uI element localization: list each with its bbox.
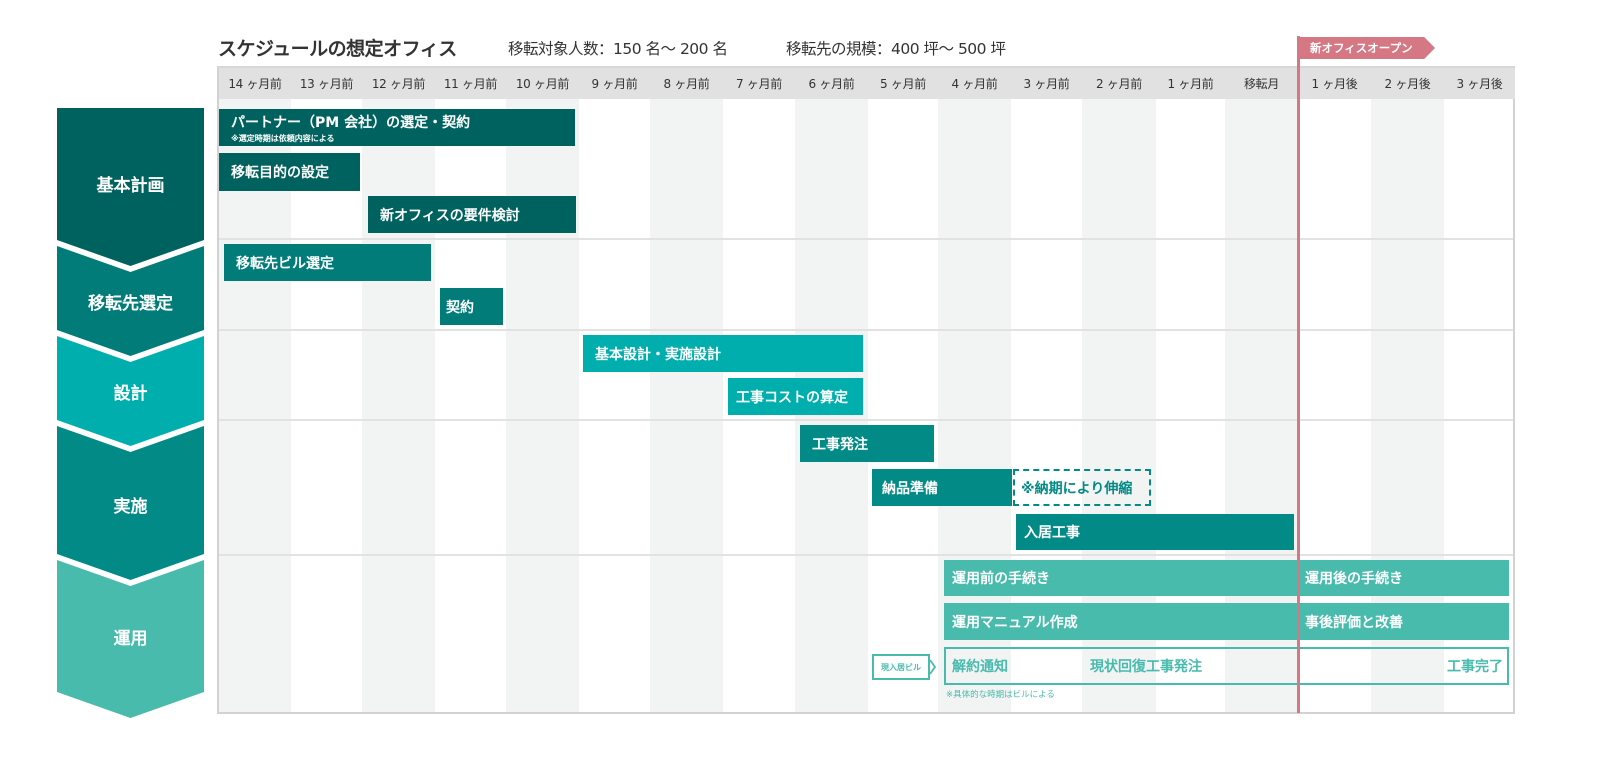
task-delivery-prep[interactable]: 納品準備 [872, 469, 1012, 506]
col-header: 3 ヶ月前 [1011, 68, 1084, 99]
timing-note: ※具体的な時期はビルによる [946, 690, 1055, 700]
task-requirements[interactable]: 新オフィスの要件検討 [368, 196, 576, 233]
task-design[interactable]: 基本設計・実施設計 [583, 335, 863, 372]
col-header: 13 ヶ月前 [291, 68, 364, 99]
task-building-selection[interactable]: 移転先ビル選定 [224, 244, 431, 281]
col-header: 移転月 [1225, 68, 1300, 99]
task-operation-manual[interactable]: 運用マニュアル作成 [944, 603, 1298, 640]
task-label: 運用後の手続き [1305, 571, 1403, 587]
col-header: 4 ヶ月前 [938, 68, 1013, 99]
task-label: 運用前の手続き [952, 571, 1050, 587]
task-construction-order[interactable]: 工事発注 [800, 425, 934, 462]
phase-operation: 運用 [113, 628, 148, 649]
task-label: 入居工事 [1024, 525, 1080, 541]
scale-text: 移転先の規模：400 坪～ 500 坪 [786, 40, 1006, 58]
phase-basic-plan: 基本計画 [96, 175, 165, 196]
task-label: 工事発注 [812, 436, 868, 453]
headcount-text: 移転対象人数：150 名～ 200 名 [508, 40, 728, 58]
col-header: 11 ヶ月前 [435, 68, 508, 99]
col-header: 9 ヶ月前 [579, 68, 652, 99]
task-label: 運用マニュアル作成 [952, 614, 1078, 631]
row-divider [219, 554, 1513, 556]
task-review-improvement[interactable]: 事後評価と改善 [1299, 603, 1509, 640]
task-label: パートナー（PM 会社）の選定・契約 [231, 114, 471, 131]
phase-execution: 実施 [113, 496, 148, 517]
task-fitout[interactable]: 入居工事 [1016, 514, 1294, 550]
row-divider [219, 329, 1513, 331]
col-header: 5 ヶ月前 [868, 68, 940, 99]
col-header: 1 ヶ月後 [1298, 68, 1373, 99]
task-label: 契約 [446, 299, 474, 316]
col-header: 2 ヶ月前 [1082, 68, 1158, 99]
col-header: 6 ヶ月前 [795, 68, 870, 99]
col-header: 2 ヶ月後 [1371, 68, 1446, 99]
task-partner-selection[interactable]: パートナー（PM 会社）の選定・契約 ※選定時期は依頼内容による [219, 109, 575, 146]
col-header: 10 ヶ月前 [506, 68, 581, 99]
task-purpose-setting[interactable]: 移転目的の設定 [219, 153, 360, 191]
page-title: スケジュールの想定オフィス [218, 38, 457, 60]
task-label: 移転目的の設定 [231, 165, 329, 181]
phase-design: 設計 [113, 383, 148, 404]
task-label: 基本設計・実施設計 [595, 346, 721, 363]
task-delivery-extension: ※納期により伸縮 [1013, 469, 1151, 506]
col-header: 14 ヶ月前 [219, 68, 293, 99]
task-cost-estimation[interactable]: 工事コストの算定 [728, 378, 863, 415]
task-contract[interactable]: 契約 [440, 288, 503, 325]
col-header: 12 ヶ月前 [362, 68, 437, 99]
move-in-milestone-line [1297, 36, 1300, 713]
tag-label: 現入居ビル [881, 662, 921, 672]
row-divider [219, 238, 1513, 240]
task-label: ※納期により伸縮 [1021, 480, 1133, 497]
phase-site-selection: 移転先選定 [88, 293, 173, 314]
row-divider [219, 419, 1513, 421]
task-post-operation-procedures[interactable]: 運用後の手続き [1299, 560, 1509, 596]
current-building-timeline [944, 647, 1509, 685]
new-office-open-flag: 新オフィスオープン [1300, 37, 1435, 59]
col-header: 7 ヶ月前 [723, 68, 797, 99]
construction-complete-label: 工事完了 [1447, 659, 1503, 675]
task-label: 移転先ビル選定 [236, 255, 334, 272]
restoration-order-label: 現状回復工事発注 [1090, 659, 1202, 675]
milestone-label: 新オフィスオープン [1310, 41, 1413, 55]
termination-notice-label: 解約通知 [952, 659, 1008, 675]
col-header: 3 ヶ月後 [1444, 68, 1515, 99]
chevron-right-icon [929, 659, 937, 675]
current-building-tag: 現入居ビル [872, 654, 930, 680]
task-pre-operation-procedures[interactable]: 運用前の手続き [944, 560, 1298, 596]
task-label: 新オフィスの要件検討 [380, 207, 520, 224]
task-label: 納品準備 [882, 480, 938, 497]
task-label: 工事コストの算定 [736, 389, 848, 406]
task-label: 事後評価と改善 [1305, 614, 1403, 631]
phase-chevrons [57, 108, 204, 718]
col-header: 1 ヶ月前 [1156, 68, 1227, 99]
task-note: ※選定時期は依頼内容による [231, 133, 335, 143]
col-header: 8 ヶ月前 [650, 68, 725, 99]
